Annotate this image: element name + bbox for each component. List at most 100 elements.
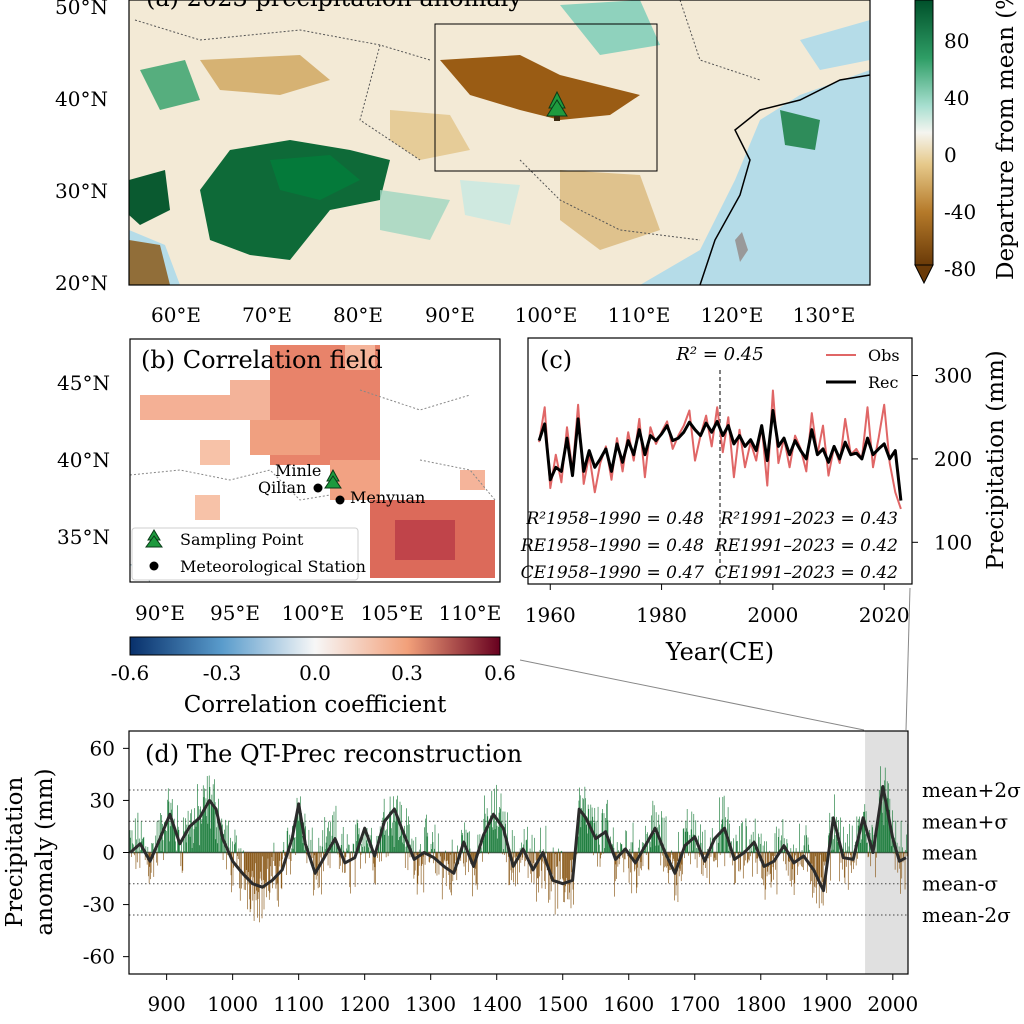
- panel-d-bar: [626, 831, 627, 853]
- panel-c-y-tick: 200: [934, 447, 972, 471]
- panel-d-bar: [424, 852, 426, 865]
- panel-d-bar: [431, 849, 433, 853]
- panel-d-bar: [795, 848, 797, 853]
- panel-d-bar: [396, 799, 398, 853]
- panel-d-bar: [866, 842, 868, 853]
- panel-d-bar: [569, 852, 571, 861]
- panel-c-y-ticks: 300 200 100: [912, 364, 972, 554]
- panel-d-bar: [529, 852, 530, 864]
- panel-d-bar: [629, 848, 631, 853]
- panel-d-bar: [466, 852, 468, 863]
- panel-d-bar: [823, 852, 825, 862]
- panel-d-bar: [416, 852, 418, 895]
- panel-d-bar: [688, 851, 690, 853]
- panel-d-bar: [517, 852, 518, 884]
- panel-d-bar: [405, 846, 407, 853]
- panel-d-bar: [735, 834, 737, 853]
- panel-d-bar: [710, 852, 712, 857]
- panel-d-bar: [694, 852, 696, 860]
- panel-d-bar: [238, 848, 240, 853]
- panel-d-bar: [822, 852, 823, 882]
- panel-a-tree-icon: [546, 90, 568, 121]
- panel-d-bar: [443, 852, 445, 860]
- panel-d-bar: [560, 852, 561, 880]
- panel-d-bar: [751, 851, 753, 853]
- panel-d-bar: [756, 852, 758, 874]
- panel-d-bar: [182, 852, 184, 871]
- panel-d-bar: [186, 824, 188, 853]
- panel-d-bar: [294, 837, 295, 853]
- panel-d-bar: [633, 852, 635, 861]
- panel-d-bar: [234, 829, 236, 853]
- panel-d-bar: [404, 852, 406, 868]
- panel-d-bar: [529, 848, 531, 853]
- panel-d-bar: [276, 852, 277, 885]
- panel-d-bar: [815, 852, 817, 888]
- panel-d-bar: [768, 852, 769, 867]
- panel-d-x-tick: 1800: [735, 992, 786, 1016]
- panel-b-cbar-tick: -0.6: [111, 661, 150, 685]
- panel-d-bar: [436, 852, 438, 876]
- panel-d-bar: [587, 833, 588, 853]
- panel-d-bar: [709, 852, 710, 884]
- panel-d-bar: [902, 847, 903, 853]
- panel-d-bar: [723, 795, 725, 853]
- panel-d-bar: [550, 852, 551, 880]
- panel-d-x-tick: 900: [148, 992, 186, 1016]
- panel-d-bar: [218, 851, 220, 853]
- panel-d-bar: [298, 808, 300, 853]
- panel-d-bar: [875, 834, 877, 853]
- panel-d-bar: [342, 852, 343, 873]
- panel-c-series: [537, 389, 903, 510]
- panel-d-bar: [702, 831, 703, 853]
- panel-d-bar: [729, 823, 730, 853]
- panel-d-bar: [165, 830, 167, 853]
- panel-d-bar: [505, 852, 507, 863]
- panel-d-bar: [452, 852, 454, 882]
- panel-d-bar: [822, 852, 824, 906]
- panel-d-bar: [836, 837, 838, 853]
- panel-d-bar: [263, 852, 264, 880]
- panel-d-bar: [426, 836, 428, 853]
- panel-d-bar: [355, 824, 357, 853]
- panel-d-bar: [475, 852, 477, 886]
- panel-d-bar: [373, 852, 374, 864]
- panel-d-bar: [762, 845, 764, 853]
- panel-d-bar: [482, 840, 484, 853]
- panel-d-bar: [231, 841, 233, 853]
- panel-d-bar: [226, 825, 228, 853]
- panel-d-bar: [325, 849, 326, 853]
- panel-d-bar: [722, 797, 724, 853]
- panel-d-bar: [451, 852, 452, 896]
- panel-d-bar: [715, 852, 716, 861]
- panel-d-bar: [291, 848, 293, 853]
- panel-d-bar: [150, 852, 151, 880]
- panel-d-bar: [217, 843, 219, 853]
- panel-d-bar: [568, 852, 569, 885]
- panel-d-bar: [763, 852, 765, 886]
- panel-d-bar: [519, 852, 520, 873]
- panel-d-bar: [446, 852, 448, 861]
- panel-d-bar: [540, 827, 541, 853]
- panel-d-bar: [867, 842, 868, 853]
- panel-d-bar: [328, 821, 330, 853]
- panel-d-bar: [303, 850, 305, 853]
- panel-d-bar: [472, 852, 474, 868]
- panel-a-colorbar: 80 40 0 -40 -80 Departure from mean (%): [914, 0, 1019, 285]
- panel-d-bar: [420, 844, 421, 853]
- panel-d-bar: [561, 850, 563, 853]
- panel-d-bar: [582, 797, 584, 853]
- panel-d-bar: [739, 852, 741, 872]
- panel-d-bar: [297, 803, 299, 853]
- panel-d-bar: [195, 822, 196, 853]
- panel-d-bar: [425, 818, 427, 853]
- panel-d-bar: [286, 830, 288, 853]
- panel-d-bar: [340, 852, 341, 866]
- panel-d-bar: [761, 852, 763, 879]
- panel-d-bar: [233, 844, 235, 853]
- panel-d-bar: [371, 827, 372, 853]
- panel-d-bar: [588, 808, 590, 853]
- panel-d-bar: [811, 852, 813, 864]
- panel-d-ref-label: mean+2σ: [922, 778, 1021, 802]
- panel-d-bar: [645, 852, 647, 856]
